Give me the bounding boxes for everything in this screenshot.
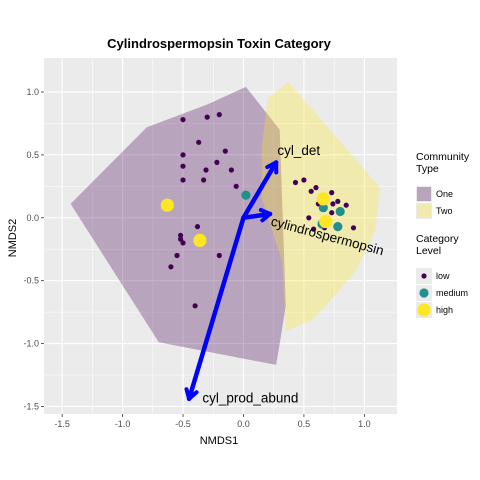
vector-arrowhead-cylindrospermopsin: [258, 208, 273, 223]
y-axis-ticks: -1.5 -1.0 -0.5 0.0 0.5 1.0: [23, 87, 44, 411]
legend-key-high: [416, 302, 432, 318]
y-tick-label: -1.5: [23, 401, 39, 411]
point-high: [319, 214, 333, 229]
point-low: [180, 177, 186, 183]
point-low: [343, 202, 349, 208]
legend-label: low: [436, 271, 450, 281]
legend-key-bg: [416, 203, 432, 219]
x-tick-label: 0.0: [237, 419, 250, 429]
legend-key-bg: [416, 186, 432, 202]
vector-cyl_prod_abund: [186, 215, 246, 402]
legend-key-one: [416, 186, 432, 202]
point-low: [329, 210, 335, 216]
plot-panel: [44, 58, 397, 414]
point-medium: [333, 222, 343, 232]
x-axis-title: NMDS1: [200, 435, 239, 447]
point-medium: [335, 206, 345, 217]
point-low: [313, 185, 319, 191]
y-tick-label: 1.0: [26, 87, 39, 97]
point-low: [301, 177, 307, 183]
legend-title: Category: [416, 233, 459, 245]
y-axis-title: NMDS2: [7, 219, 19, 258]
y-tick-label: 0.0: [26, 213, 39, 223]
legend-key-low: [416, 268, 432, 284]
point-low: [192, 303, 198, 309]
legend-marker: [421, 273, 427, 279]
point-medium: [241, 190, 251, 200]
grid-lines: [44, 58, 397, 414]
legend-marker: [417, 303, 431, 317]
x-axis-ticks: -1.5 -1.0 -0.5 0.0 0.5 1.0: [54, 414, 371, 429]
point-low: [222, 148, 228, 154]
point-low: [180, 240, 186, 246]
y-tick-label: -1.0: [23, 339, 39, 349]
point-low: [180, 152, 186, 158]
vector-label-cyl_det: cyl_det: [277, 143, 320, 158]
point-low: [216, 112, 222, 118]
point-low: [311, 226, 317, 232]
vector-cyl_det: [241, 160, 279, 221]
legend-swatch: [417, 204, 431, 218]
point-low: [196, 139, 202, 145]
x-tick-label: -1.5: [54, 419, 70, 429]
point-high: [316, 192, 330, 206]
vector-arrowhead-cyl_prod_abund: [184, 387, 199, 401]
env-vectors: [184, 160, 279, 402]
point-low: [350, 225, 357, 231]
point-low: [180, 117, 186, 123]
point-high: [193, 233, 207, 247]
point-low: [178, 232, 184, 238]
point-low: [194, 224, 201, 230]
legend-marker: [419, 288, 429, 298]
x-tick-label: -0.5: [175, 419, 191, 429]
point-low: [216, 252, 222, 259]
y-tick-label: 0.5: [26, 150, 39, 160]
point-low: [180, 163, 186, 169]
legend-label: high: [436, 305, 453, 315]
point-low: [203, 167, 209, 173]
point-high: [160, 198, 174, 212]
point-low: [233, 183, 239, 189]
point-low: [178, 236, 184, 242]
point-low: [228, 167, 234, 173]
y-tick-label: -0.5: [23, 276, 39, 286]
hull-one: [70, 86, 286, 365]
point-low: [201, 177, 207, 183]
legend-key-two: [416, 203, 432, 219]
point-low: [335, 198, 341, 204]
legend-swatch: [417, 187, 431, 201]
vector-arrowhead-cyl_det: [265, 160, 279, 175]
legend-label: Two: [436, 206, 453, 216]
point-low: [214, 159, 220, 165]
vector-label-cyl_prod_abund: cyl_prod_abund: [202, 391, 298, 406]
legend-label: One: [436, 189, 453, 199]
point-low: [306, 215, 312, 221]
point-low: [329, 190, 335, 196]
point-low: [330, 201, 336, 207]
legend-title: Type: [416, 163, 439, 175]
point-low: [204, 114, 210, 120]
x-tick-label: -1.0: [115, 419, 131, 429]
legend-key-medium: [416, 285, 432, 301]
legend-label: medium: [436, 288, 468, 298]
data-points: [160, 112, 357, 309]
point-low: [292, 179, 299, 186]
point-low: [174, 252, 180, 259]
point-low: [308, 188, 314, 194]
legend-title: Level: [416, 245, 441, 257]
legend-title: Community: [416, 151, 470, 163]
point-low: [168, 264, 174, 270]
point-medium: [318, 203, 328, 213]
vector-cylindrospermopsin: [241, 211, 273, 221]
x-tick-label: 0.5: [298, 419, 311, 429]
chart-title: Cylindrospermopsin Toxin Category: [107, 36, 331, 51]
x-tick-label: 1.0: [358, 419, 371, 429]
